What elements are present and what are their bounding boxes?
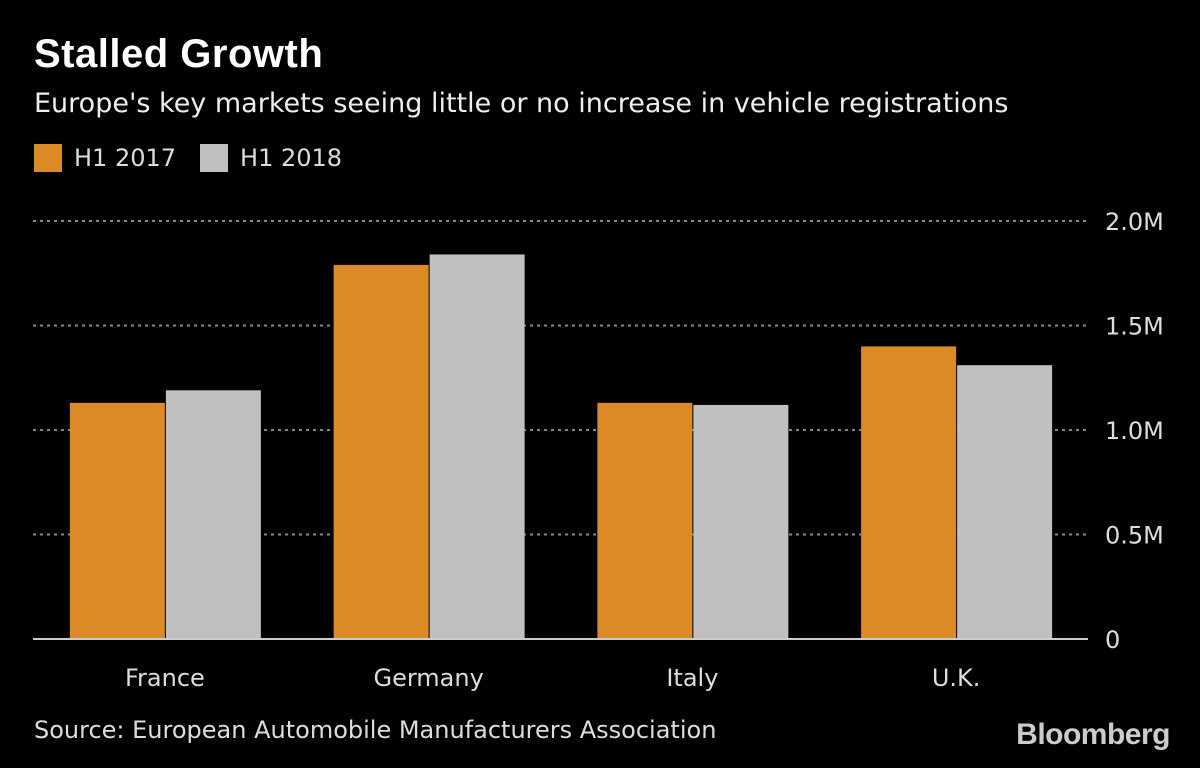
y-tick-label: 0	[1105, 626, 1120, 654]
bar-italy-h12017	[597, 402, 693, 639]
source-note: Source: European Automobile Manufacturer…	[34, 716, 717, 744]
bar-france-h12017	[69, 402, 165, 639]
x-tick-label: France	[125, 664, 205, 692]
chart-subtitle: Europe's key markets seeing little or no…	[34, 88, 1009, 119]
chart-title: Stalled Growth	[34, 32, 324, 76]
y-tick-label: 2.0M	[1105, 208, 1164, 236]
y-tick-label: 0.5M	[1105, 522, 1164, 550]
bar-germany-h12017	[333, 264, 429, 639]
bar-france-h12018	[165, 390, 261, 639]
legend-swatch-2017	[34, 144, 62, 172]
bar-uk-h12017	[861, 346, 957, 639]
x-tick-label: U.K.	[932, 664, 981, 692]
legend-swatch-2018	[200, 144, 229, 172]
legend: H1 2017 H1 2018	[34, 144, 366, 172]
x-tick-label: Italy	[666, 664, 718, 692]
bar-italy-h12018	[693, 404, 789, 639]
x-tick-label: Germany	[373, 664, 483, 692]
bar-germany-h12018	[429, 254, 525, 639]
bar-uk-h12018	[957, 365, 1053, 639]
y-tick-label: 1.5M	[1105, 313, 1164, 341]
y-tick-label: 1.0M	[1105, 417, 1164, 445]
legend-label-2018: H1 2018	[240, 144, 343, 172]
legend-label-2017: H1 2017	[74, 144, 177, 172]
bloomberg-logo: Bloomberg	[1016, 718, 1170, 751]
